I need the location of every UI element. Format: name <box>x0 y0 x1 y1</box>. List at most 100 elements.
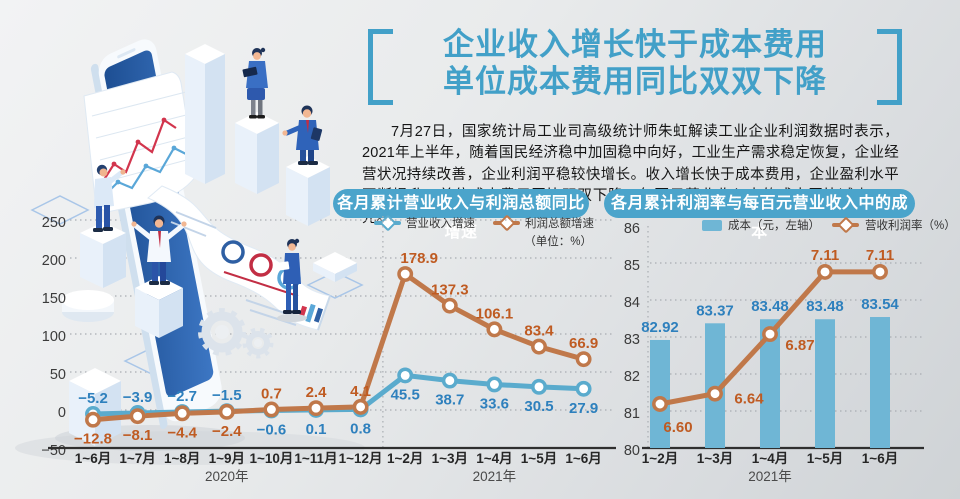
bar-value-label: 83.37 <box>696 302 734 319</box>
mini-red-dots <box>111 117 167 167</box>
value-label: 83.4 <box>524 323 554 340</box>
pillar-tall <box>185 44 225 184</box>
value-label: 45.5 <box>391 386 420 403</box>
line-marker-orange-icon <box>832 216 859 234</box>
line-value-label: 6.64 <box>734 391 764 408</box>
mini-blue-dots <box>115 145 177 185</box>
x-category-label: 1~12月 <box>339 451 383 466</box>
bar <box>705 323 725 448</box>
data-point <box>352 398 369 415</box>
x-category-label: 1~6月 <box>565 451 601 466</box>
y-tick-label: 83 <box>624 332 640 348</box>
value-label: 178.9 <box>400 250 438 267</box>
value-label: −2.4 <box>212 423 242 440</box>
data-point <box>397 266 414 282</box>
x-category-label: 1~3月 <box>432 451 468 466</box>
data-point <box>872 263 888 280</box>
bar-value-label: 82.92 <box>641 319 679 336</box>
x-category-label: 1~4月 <box>476 451 512 466</box>
pillar-woman <box>235 112 279 194</box>
red-rule <box>223 271 299 297</box>
value-label: −4.4 <box>167 424 197 441</box>
x-category-label: 1~2月 <box>387 451 423 466</box>
legend-label-profit: 利润总额增速 <box>525 218 594 230</box>
data-point <box>486 376 503 393</box>
data-point <box>308 400 324 417</box>
page-title-line1: 企业收入增长快于成本费用 <box>443 27 827 62</box>
bar <box>760 319 780 448</box>
y-tick-label: 86 <box>624 221 640 237</box>
legend-label-revenue: 营业收入增速 <box>406 218 475 230</box>
chart2-title-pill: 各月累计利润率与每百元营业收入中的成本 <box>604 189 915 241</box>
y-tick-label: 50 <box>50 367 66 383</box>
unit-note: （单位：%） <box>524 236 592 248</box>
line-value-label: 7.11 <box>866 247 894 264</box>
data-point <box>174 405 191 422</box>
flat-slab <box>313 252 357 282</box>
value-label: 2.4 <box>306 384 328 401</box>
x-category-label: 1~5月 <box>521 451 557 466</box>
chart1-title-pill: 各月累计营业收入与利润总额同比增速 <box>333 189 589 241</box>
x-category-label: 1~7月 <box>119 451 155 466</box>
y-tick-label: −50 <box>41 443 66 459</box>
pillar-open-arms-man <box>135 276 183 338</box>
value-label: 0.8 <box>350 420 371 437</box>
person-left-analyst <box>93 164 126 232</box>
data-point <box>441 372 458 389</box>
gear-icon <box>198 308 246 356</box>
y-tick-label: 85 <box>624 258 640 274</box>
value-label: −0.6 <box>257 421 287 438</box>
cylinder-platform <box>62 290 114 322</box>
data-point <box>531 338 547 355</box>
year-label: 2021年 <box>473 469 517 484</box>
y-tick-label: 100 <box>42 329 66 345</box>
line-value-label: 7.11 <box>811 247 839 264</box>
data-point <box>817 263 833 280</box>
value-label: 0.1 <box>306 421 327 438</box>
y-tick-label: 200 <box>42 253 66 269</box>
person-woman-tablet <box>242 47 268 119</box>
page-title-line2: 单位成本费用同比双双下降 <box>443 64 827 99</box>
line-marker-orange-icon <box>493 214 520 232</box>
bar <box>870 317 890 448</box>
value-label: 66.9 <box>569 335 598 352</box>
data-point <box>397 367 414 384</box>
x-category-label: 1~6月 <box>75 451 111 466</box>
page-title: 企业收入增长快于成本费用 单位成本费用同比双双下降 <box>393 26 877 105</box>
bar <box>650 339 670 448</box>
person-pointing-man <box>282 105 323 165</box>
bar-value-label: 83.54 <box>861 296 899 313</box>
legend-label-cost: 成本（元，左轴） <box>728 220 820 232</box>
right-bracket-icon <box>877 29 902 105</box>
value-label: −5.2 <box>78 390 108 407</box>
donut-chart-icon <box>221 240 245 264</box>
data-point <box>218 403 235 420</box>
x-category-label: 1~5月 <box>807 451 843 466</box>
bar-value-label: 83.48 <box>806 298 844 315</box>
y-tick-label: 80 <box>624 443 640 459</box>
x-category-label: 1~3月 <box>697 451 733 466</box>
data-point <box>575 351 592 368</box>
person-walking-woman <box>277 238 307 322</box>
value-label: 137.3 <box>431 282 469 299</box>
data-point <box>129 408 146 425</box>
value-label: 4.1 <box>350 383 371 400</box>
person-open-arms-man <box>131 215 187 285</box>
x-category-label: 1~9月 <box>209 451 245 466</box>
bar <box>815 319 835 448</box>
phone-speaker <box>117 48 136 59</box>
value-label: −2.7 <box>167 388 197 405</box>
value-label: −8.1 <box>123 427 153 444</box>
legend-label-margin: 营收利润率（%） <box>865 220 956 232</box>
donut-chart-icon <box>249 253 273 277</box>
y-tick-label: 82 <box>624 369 640 385</box>
year-label: 2021年 <box>748 469 792 484</box>
line-marker-blue-icon <box>374 214 401 232</box>
x-category-label: 1~11月 <box>294 451 337 466</box>
data-point <box>707 385 723 402</box>
line-value-label: 6.87 <box>785 337 814 354</box>
x-category-label: 1~10月 <box>249 451 293 466</box>
x-category-label: 1~4月 <box>752 451 788 466</box>
